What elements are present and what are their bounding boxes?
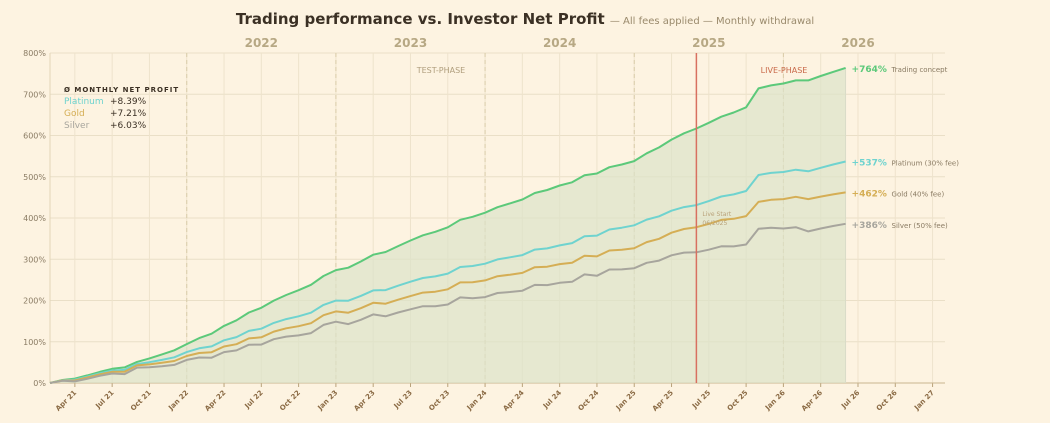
legend-item-value: +6.03% [110, 121, 147, 131]
series-end-name: Trading concept [891, 66, 948, 74]
y-tick-label: 800% [23, 49, 46, 58]
x-tick-label: Oct 23 [427, 389, 451, 413]
series-end-value: +537% [852, 158, 887, 168]
series-end-value: +386% [852, 221, 887, 231]
y-tick-label: 0% [33, 379, 46, 388]
y-tick-label: 200% [23, 297, 46, 306]
series-line [49, 222, 846, 384]
series-end-name: Silver (50% fee) [892, 222, 948, 230]
year-label: 2024 [543, 36, 576, 50]
x-tick-label: Oct 25 [726, 389, 750, 413]
y-tick-label: 600% [23, 132, 46, 141]
year-label: 2026 [841, 36, 874, 50]
x-tick-label: Jul 21 [94, 389, 116, 411]
x-tick-label: Jul 25 [690, 389, 712, 411]
series-end-name: Gold (40% fee) [892, 190, 945, 198]
x-tick-label: Jan 24 [465, 389, 489, 413]
x-tick-label: Jan 26 [763, 389, 787, 413]
y-tick-label: 500% [23, 173, 46, 182]
year-label: 2023 [394, 36, 427, 50]
x-tick-label: Apr 22 [203, 389, 227, 413]
y-tick-label: 400% [23, 214, 46, 223]
x-tick-label: Apr 26 [800, 389, 824, 413]
x-tick-label: Jan 25 [614, 389, 638, 413]
year-label: 2022 [245, 36, 278, 50]
area-fill [50, 67, 846, 384]
y-tick-label: 100% [23, 338, 46, 347]
series-end-name: Platinum (30% fee) [892, 159, 960, 167]
x-tick-label: Oct 24 [577, 389, 601, 413]
legend-item-name: Gold [64, 109, 85, 119]
series-line [49, 160, 846, 384]
x-tick-label: Jul 26 [839, 389, 861, 411]
x-tick-label: Oct 22 [278, 389, 302, 413]
x-tick-label: Oct 26 [875, 389, 899, 413]
year-label: 2025 [692, 36, 725, 50]
x-tick-label: Apr 23 [353, 389, 377, 413]
test-phase-label: TEST-PHASE [416, 66, 466, 75]
legend-title: Ø MONTHLY NET PROFIT [64, 86, 179, 94]
series-line [49, 66, 846, 384]
series-end-value: +764% [852, 65, 887, 75]
x-tick-label: Apr 24 [502, 389, 526, 413]
chart-title: Trading performance vs. Investor Net Pro… [235, 10, 605, 28]
legend-item-value: +7.21% [110, 109, 147, 119]
chart-subtitle: — All fees applied — Monthly withdrawal [609, 16, 815, 27]
live-start-note: Live Start [702, 211, 731, 218]
chart-title-row: Trading performance vs. Investor Net Pro… [0, 9, 1050, 28]
series-line [49, 191, 846, 384]
x-tick-label: Jan 22 [166, 389, 190, 413]
x-tick-label: Apr 25 [651, 389, 675, 413]
legend-item-value: +8.39% [110, 97, 147, 107]
x-tick-label: Jan 27 [912, 389, 936, 413]
series-end-value: +462% [852, 189, 887, 199]
y-tick-label: 300% [23, 255, 46, 264]
legend-item-name: Silver [64, 121, 90, 131]
x-tick-label: Jan 23 [316, 389, 340, 413]
live-start-note: 06/2025 [702, 220, 727, 227]
x-tick-label: Apr 21 [54, 389, 78, 413]
legend-item-name: Platinum [64, 97, 104, 107]
y-tick-label: 700% [23, 90, 46, 99]
live-phase-label: LIVE-PHASE [761, 66, 808, 75]
x-tick-label: Jul 23 [392, 389, 414, 411]
x-tick-label: Jul 24 [541, 389, 563, 411]
x-tick-label: Jul 22 [243, 389, 265, 411]
x-tick-label: Oct 21 [129, 389, 153, 413]
